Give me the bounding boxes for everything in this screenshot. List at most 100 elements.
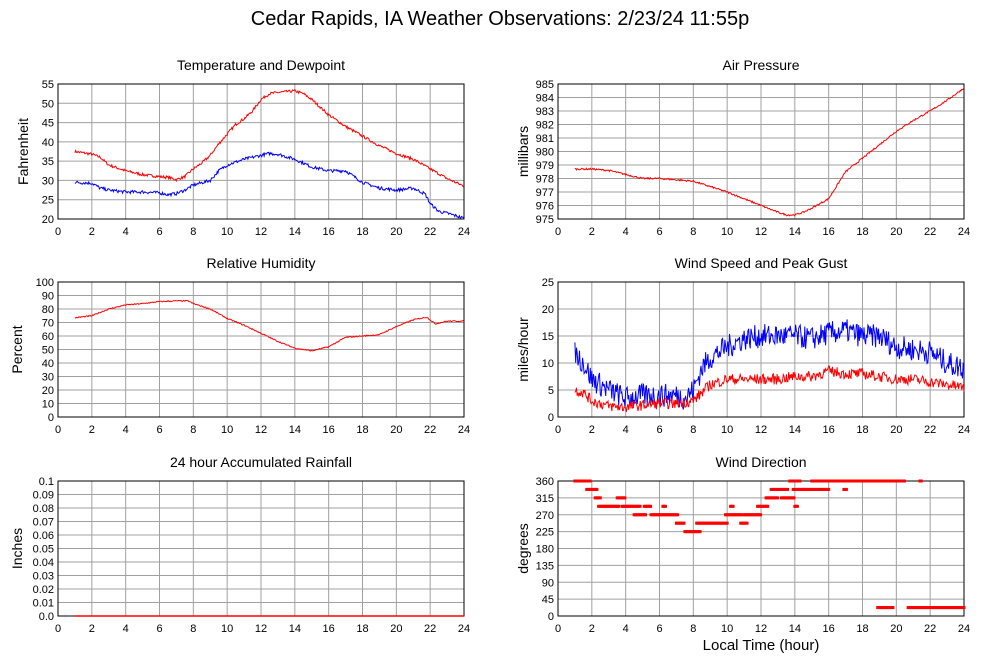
x-tick-label: 6 bbox=[656, 226, 662, 238]
x-tick-label: 12 bbox=[755, 623, 767, 635]
x-tick-label: 20 bbox=[390, 623, 402, 635]
x-tick-label: 10 bbox=[721, 226, 733, 238]
x-tick-label: 0 bbox=[555, 623, 561, 635]
x-tick-label: 2 bbox=[589, 623, 595, 635]
x-tick-label: 24 bbox=[458, 226, 470, 238]
scatter-point bbox=[649, 504, 653, 508]
x-tick-label: 2 bbox=[89, 424, 95, 436]
x-tick-label: 12 bbox=[255, 623, 267, 635]
plot-frame bbox=[57, 281, 465, 418]
x-tick-label: 10 bbox=[221, 623, 233, 635]
x-tick-label: 18 bbox=[356, 226, 368, 238]
scatter-point bbox=[598, 496, 602, 500]
scatter-point bbox=[786, 487, 790, 491]
x-tick-label: 4 bbox=[123, 424, 129, 436]
y-tick-label: 30 bbox=[42, 175, 54, 187]
y-tick-label: 60 bbox=[42, 331, 54, 343]
y-tick-label: 0.0 bbox=[39, 611, 54, 623]
x-tick-label: 6 bbox=[156, 226, 162, 238]
x-tick-label: 22 bbox=[924, 424, 936, 436]
series-line-0 bbox=[74, 299, 465, 352]
y-tick-label: 315 bbox=[536, 493, 554, 505]
scatter-point bbox=[919, 479, 923, 483]
x-tick-label: 20 bbox=[390, 226, 402, 238]
y-tick-label: 50 bbox=[42, 345, 54, 357]
x-tick-label: 4 bbox=[623, 424, 629, 436]
x-tick-label: 0 bbox=[55, 226, 61, 238]
y-tick-label: 20 bbox=[42, 214, 54, 226]
y-tick-label: 50 bbox=[42, 98, 54, 110]
x-tick-label: 4 bbox=[623, 623, 629, 635]
scatter-point bbox=[644, 513, 648, 517]
y-tick-label: 55 bbox=[42, 79, 54, 91]
y-tick-label: 0 bbox=[48, 412, 54, 424]
y-tick-label: 981 bbox=[536, 133, 554, 145]
y-tick-label: 20 bbox=[542, 304, 554, 316]
x-tick-label: 14 bbox=[289, 226, 301, 238]
x-tick-label: 14 bbox=[789, 623, 801, 635]
x-tick-label: 10 bbox=[221, 226, 233, 238]
x-tick-label: 12 bbox=[755, 424, 767, 436]
x-tick-label: 2 bbox=[89, 226, 95, 238]
x-tick-label: 24 bbox=[958, 623, 970, 635]
x-tick-label: 24 bbox=[958, 226, 970, 238]
x-tick-label: 10 bbox=[221, 424, 233, 436]
y-axis-label: degrees bbox=[515, 523, 531, 574]
y-tick-label: 0.1 bbox=[39, 476, 54, 488]
x-tick-label: 16 bbox=[323, 623, 335, 635]
y-axis-label: millibars bbox=[515, 126, 531, 177]
scatter-point bbox=[663, 504, 667, 508]
x-tick-label: 22 bbox=[424, 226, 436, 238]
scatter-point bbox=[827, 487, 831, 491]
y-tick-label: 975 bbox=[536, 214, 554, 226]
x-tick-label: 6 bbox=[656, 623, 662, 635]
y-tick-label: 45 bbox=[542, 594, 554, 606]
x-tick-label: 14 bbox=[789, 424, 801, 436]
x-tick-label: 4 bbox=[623, 226, 629, 238]
y-tick-label: 0.04 bbox=[33, 557, 54, 569]
y-tick-label: 360 bbox=[536, 476, 554, 488]
plot-frame bbox=[57, 83, 465, 220]
x-tick-label: 24 bbox=[958, 424, 970, 436]
x-tick-label: 8 bbox=[690, 226, 696, 238]
y-tick-label: 40 bbox=[42, 358, 54, 370]
x-tick-label: 4 bbox=[123, 623, 129, 635]
x-tick-label: 2 bbox=[89, 623, 95, 635]
x-tick-label: 24 bbox=[458, 424, 470, 436]
y-tick-label: 135 bbox=[536, 560, 554, 572]
y-tick-label: 90 bbox=[42, 291, 54, 303]
x-tick-label: 10 bbox=[721, 424, 733, 436]
scatter-point bbox=[745, 521, 749, 525]
scatter-point bbox=[795, 504, 799, 508]
series-line-1 bbox=[574, 365, 965, 413]
y-tick-label: 15 bbox=[542, 331, 554, 343]
scatter-point bbox=[698, 530, 702, 534]
x-tick-label: 16 bbox=[323, 226, 335, 238]
x-tick-label: 4 bbox=[123, 226, 129, 238]
x-tick-label: 12 bbox=[255, 226, 267, 238]
y-tick-label: 0.08 bbox=[33, 503, 54, 515]
scatter-point bbox=[902, 479, 906, 483]
y-tick-label: 20 bbox=[42, 385, 54, 397]
y-tick-label: 0.01 bbox=[33, 598, 54, 610]
x-tick-label: 0 bbox=[555, 424, 561, 436]
series-line-1 bbox=[74, 151, 465, 220]
x-tick-label: 6 bbox=[156, 623, 162, 635]
x-tick-label: 20 bbox=[890, 424, 902, 436]
x-tick-label: 16 bbox=[323, 424, 335, 436]
scatter-point bbox=[775, 496, 779, 500]
scatter-point bbox=[766, 504, 770, 508]
x-tick-label: 0 bbox=[555, 226, 561, 238]
scatter-point bbox=[588, 479, 592, 483]
y-axis-label: Inches bbox=[9, 528, 25, 569]
chart-title: Wind Speed and Peak Gust bbox=[675, 255, 848, 271]
scatter-point bbox=[638, 504, 642, 508]
y-tick-label: 0.02 bbox=[33, 584, 54, 596]
y-tick-label: 100 bbox=[36, 277, 54, 289]
y-tick-label: 978 bbox=[536, 174, 554, 186]
y-tick-label: 10 bbox=[542, 358, 554, 370]
scatter-point bbox=[792, 496, 796, 500]
scatter-point bbox=[731, 504, 735, 508]
